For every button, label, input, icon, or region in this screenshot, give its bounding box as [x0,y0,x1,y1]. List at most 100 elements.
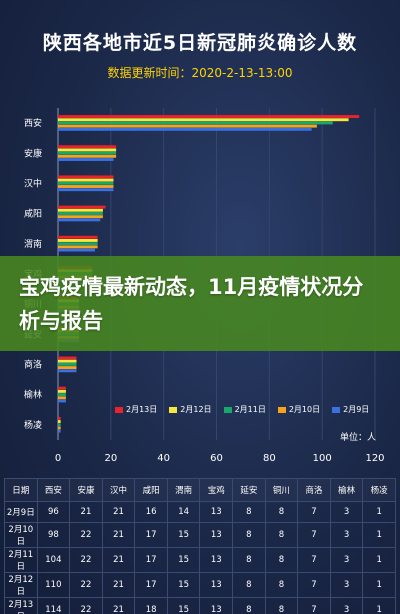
table-cell: 110 [36,572,71,598]
table-cell: 15 [166,597,201,614]
chart-subtitle: 数据更新时间：2020-2-13-13:00 [107,66,293,80]
x-tick-label: 100 [313,453,332,464]
legend-label: 2月13日 [126,405,158,414]
legend-swatch [115,406,123,413]
bar [58,127,312,131]
data-table: 日期 西安 安康 汉中 咸阳 渭南 宝鸡 延安 铜川 商洛 榆林 杨凌 2月9日 96 21 21 16 14 1… [4,478,396,614]
legend-label: 2月11日 [234,405,266,414]
table-cell: 13 [199,572,234,598]
table-cell: 13 [199,501,234,523]
table-cell: 2月10日 [4,522,38,548]
table-header-row: 日期 西安 安康 汉中 咸阳 渭南 宝鸡 延安 铜川 商洛 榆林 杨凌 [4,478,396,502]
category-label: 安康 [24,147,42,159]
table-cell: 13 [199,597,234,614]
bar [58,248,95,252]
chart-legend: 2月13日 2月12日 2月11日 2月10日 2月9日 [115,404,369,415]
bar [58,399,66,403]
bar [58,386,66,390]
table-cell: 15 [166,547,201,573]
table-header-cell: 铜川 [264,478,299,502]
table-cell: 17 [134,547,168,573]
table-cell: 7 [297,501,331,523]
table-cell: 13 [199,547,234,573]
table-cell: 1 [362,501,396,523]
category-label: 商洛 [24,359,42,371]
bar [58,356,77,360]
bar [58,389,66,393]
bar [58,215,103,219]
table-cell: 8 [232,572,266,598]
bar [58,121,333,125]
bar [58,366,77,370]
x-tick-label: 0 [55,453,61,464]
table-cell: 1 [362,572,396,598]
table-cell: 8 [264,501,299,523]
table-cell: 1 [362,522,396,548]
bar [58,175,114,179]
table-row: 2月12日 110 22 21 17 15 13 8 8 7 3 1 [4,572,396,598]
table-cell: 22 [69,547,103,573]
table-cell: 15 [166,572,201,598]
bar [58,429,61,433]
table-cell: 16 [134,501,168,523]
table-cell: 14 [166,501,201,523]
bar [58,239,98,242]
bar [58,212,103,215]
bar [58,205,106,209]
headline-text: 宝鸡疫情最新动态，11月疫情状况分析与报告 [19,274,364,333]
bar [58,426,61,430]
category-label: 榆林 [24,389,42,401]
bar-chart: 020406080100120西安安康汉中咸阳渭南宝鸡铜川延安商洛榆林杨凌 [24,108,385,464]
table-cell: 2月11日 [4,547,38,573]
table-row: 2月13日114222118151388731 [4,597,396,614]
bar [58,235,98,239]
table-cell: 17 [134,522,168,548]
bar [58,423,61,427]
legend-swatch [332,406,341,413]
category-label: 杨凌 [24,419,42,431]
table-cell: 22 [69,572,103,598]
table-row: 2月9日 96 21 21 16 14 13 8 8 7 3 1 [4,501,396,523]
table-cell: 3 [329,572,364,598]
bar [58,396,66,400]
category-label: 西安 [24,117,42,129]
legend-item: 2月9日 [332,404,369,415]
table-header-cell: 咸阳 [134,478,168,502]
table-header-cell: 西安 [36,478,71,502]
table-cell: 3 [329,547,364,573]
chart-title: 陕西各地市近5日新冠肺炎确诊人数 [42,32,358,54]
table-cell: 17 [134,572,168,598]
bar [58,185,114,188]
legend-item: 2月12日 [169,404,212,415]
table-cell: 7 [297,572,331,598]
x-tick-label: 60 [210,453,223,464]
bar [58,154,117,158]
table-cell: 3 [329,501,364,523]
table-header-cell: 日期 [4,478,38,502]
table-cell: 1 [362,597,396,614]
category-label: 咸阳 [24,208,42,220]
table-cell: 7 [297,597,331,614]
bar [58,188,114,192]
table-cell: 7 [297,522,331,548]
unit-label: 单位：人 [340,433,377,443]
table-cell: 104 [36,547,71,573]
table-cell: 8 [264,597,299,614]
bar [58,416,61,420]
table-header-cell: 商洛 [297,478,331,502]
table-cell: 8 [232,522,266,548]
table-header-cell: 榆林 [329,478,364,502]
bar [58,124,317,128]
category-label: 渭南 [24,238,42,250]
table-cell: 3 [329,522,364,548]
legend-swatch [277,406,286,413]
table-cell: 8 [264,522,299,548]
bar [58,393,66,397]
bar [58,369,77,373]
table-cell: 21 [101,501,136,523]
table-header-cell: 延安 [232,478,266,502]
bar [58,208,103,212]
table-cell: 8 [232,597,266,614]
table-cell: 22 [69,522,103,548]
table-cell: 114 [36,597,71,614]
